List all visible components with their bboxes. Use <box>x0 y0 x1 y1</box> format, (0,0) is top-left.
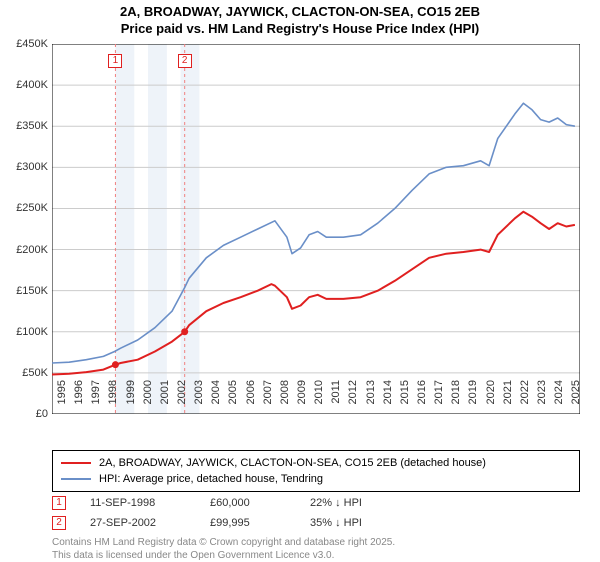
sale-row-1: 1 11-SEP-1998 £60,000 22% ↓ HPI <box>52 494 580 512</box>
x-tick-label: 2001 <box>159 380 171 420</box>
x-tick-label: 2008 <box>279 380 291 420</box>
x-tick-label: 2009 <box>296 380 308 420</box>
y-tick-label: £450K <box>0 38 48 50</box>
x-tick-label: 2014 <box>382 380 394 420</box>
chart-svg <box>52 44 580 414</box>
x-tick-label: 2023 <box>536 380 548 420</box>
footnote-line-1: Contains HM Land Registry data © Crown c… <box>52 536 580 549</box>
legend-row-hpi: HPI: Average price, detached house, Tend… <box>61 471 571 487</box>
x-tick-label: 2020 <box>485 380 497 420</box>
x-tick-label: 2007 <box>262 380 274 420</box>
legend-swatch-property <box>61 462 91 464</box>
x-tick-label: 1997 <box>90 380 102 420</box>
y-tick-label: £150K <box>0 285 48 297</box>
chart-container: 2A, BROADWAY, JAYWICK, CLACTON-ON-SEA, C… <box>0 0 600 560</box>
x-tick-label: 2011 <box>330 380 342 420</box>
sale-diff-2: 35% ↓ HPI <box>310 517 410 529</box>
sale-date-1: 11-SEP-1998 <box>90 497 210 509</box>
legend-box: 2A, BROADWAY, JAYWICK, CLACTON-ON-SEA, C… <box>52 450 580 492</box>
chart-area: £0£50K£100K£150K£200K£250K£300K£350K£400… <box>52 44 580 414</box>
title-block: 2A, BROADWAY, JAYWICK, CLACTON-ON-SEA, C… <box>0 0 600 38</box>
x-tick-label: 2004 <box>210 380 222 420</box>
sale-marker-2: 2 <box>52 516 66 530</box>
x-tick-label: 2016 <box>416 380 428 420</box>
y-tick-label: £250K <box>0 202 48 214</box>
y-tick-label: £100K <box>0 326 48 338</box>
x-tick-label: 2005 <box>227 380 239 420</box>
sale-row-2: 2 27-SEP-2002 £99,995 35% ↓ HPI <box>52 514 580 532</box>
x-tick-label: 2019 <box>467 380 479 420</box>
x-tick-label: 2013 <box>365 380 377 420</box>
sale-diff-1: 22% ↓ HPI <box>310 497 410 509</box>
title-line-1: 2A, BROADWAY, JAYWICK, CLACTON-ON-SEA, C… <box>0 4 600 21</box>
legend-row-property: 2A, BROADWAY, JAYWICK, CLACTON-ON-SEA, C… <box>61 455 571 471</box>
sale-date-2: 27-SEP-2002 <box>90 517 210 529</box>
footnote: Contains HM Land Registry data © Crown c… <box>52 536 580 562</box>
y-tick-label: £200K <box>0 244 48 256</box>
x-tick-label: 2006 <box>245 380 257 420</box>
x-tick-label: 1998 <box>107 380 119 420</box>
x-tick-label: 1996 <box>73 380 85 420</box>
x-tick-label: 2025 <box>570 380 582 420</box>
x-tick-label: 2003 <box>193 380 205 420</box>
x-tick-label: 1999 <box>125 380 137 420</box>
footnote-line-2: This data is licensed under the Open Gov… <box>52 549 580 562</box>
chart-marker-1: 1 <box>108 54 122 68</box>
legend-label-hpi: HPI: Average price, detached house, Tend… <box>99 473 323 485</box>
sale-price-1: £60,000 <box>210 497 310 509</box>
legend-label-property: 2A, BROADWAY, JAYWICK, CLACTON-ON-SEA, C… <box>99 457 486 469</box>
y-tick-label: £50K <box>0 367 48 379</box>
x-tick-label: 2002 <box>176 380 188 420</box>
sale-marker-1: 1 <box>52 496 66 510</box>
x-tick-label: 2017 <box>433 380 445 420</box>
x-tick-label: 2000 <box>142 380 154 420</box>
legend-swatch-hpi <box>61 478 91 480</box>
y-tick-label: £0 <box>0 408 48 420</box>
sale-price-2: £99,995 <box>210 517 310 529</box>
x-tick-label: 2015 <box>399 380 411 420</box>
y-tick-label: £300K <box>0 161 48 173</box>
x-tick-label: 2022 <box>519 380 531 420</box>
title-line-2: Price paid vs. HM Land Registry's House … <box>0 21 600 38</box>
chart-marker-2: 2 <box>178 54 192 68</box>
x-tick-label: 1995 <box>56 380 68 420</box>
x-tick-label: 2018 <box>450 380 462 420</box>
x-tick-label: 2021 <box>502 380 514 420</box>
y-tick-label: £350K <box>0 120 48 132</box>
y-tick-label: £400K <box>0 79 48 91</box>
x-tick-label: 2024 <box>553 380 565 420</box>
x-tick-label: 2012 <box>347 380 359 420</box>
x-tick-label: 2010 <box>313 380 325 420</box>
